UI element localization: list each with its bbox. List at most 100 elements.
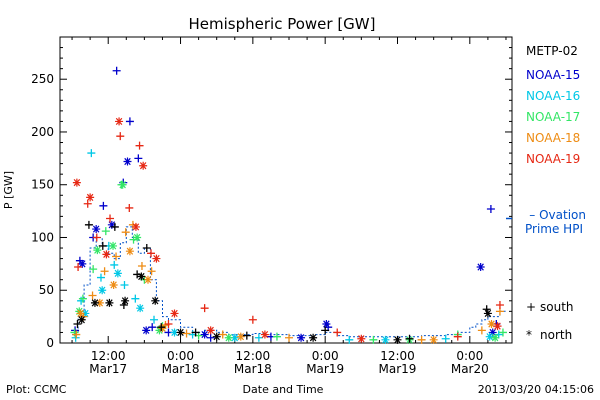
data-point-south (137, 261, 146, 270)
data-point-north (115, 117, 124, 126)
data-point-north (76, 309, 85, 318)
data-point-north (206, 326, 215, 335)
data-point-north (105, 298, 114, 307)
data-point-south (218, 330, 227, 339)
data-point-north (487, 320, 496, 329)
data-point-south (495, 301, 504, 310)
data-point-north (93, 246, 102, 255)
data-point-south (112, 66, 121, 75)
data-point-south (131, 294, 140, 303)
data-point-south (88, 291, 97, 300)
data-point-south (321, 326, 330, 335)
data-point-north (81, 309, 90, 318)
data-point-north (236, 332, 245, 341)
data-point-south (254, 333, 263, 342)
y-tick-label: 200 (31, 125, 54, 139)
series-noaa-18 (72, 220, 504, 344)
x-axis-label: Date and Time (243, 383, 324, 396)
plot-area: 05010015020025012:00Mar170:00Mar1812:00M… (31, 36, 513, 376)
legend-marker-label: north (540, 328, 572, 342)
x-tick-label: 12:00 (380, 349, 415, 363)
data-point-north (393, 335, 402, 344)
data-point-north (485, 332, 494, 341)
y-tick-label: 50 (39, 283, 54, 297)
legend-ovation-line2: Prime HPI (525, 222, 583, 236)
data-point-north (121, 296, 130, 305)
data-point-south (74, 263, 83, 272)
data-point-north (200, 330, 209, 339)
data-point-north (381, 335, 390, 344)
legend-title: METP-02 (526, 44, 578, 58)
data-point-north (224, 333, 233, 342)
x-tick-sublabel: Mar19 (306, 362, 344, 376)
data-point-south (272, 332, 281, 341)
data-point-south (125, 117, 134, 126)
data-point-south (125, 203, 134, 212)
data-point-north (118, 180, 127, 189)
data-point-south (417, 335, 426, 344)
legend-entry: NOAA-16 (526, 89, 580, 103)
data-point-north (230, 333, 239, 342)
data-point-south (96, 273, 105, 282)
data-point-south (369, 335, 378, 344)
x-tick-label: 12:00 (236, 349, 271, 363)
y-tick-label: 250 (31, 72, 54, 86)
data-point-north (297, 333, 306, 342)
data-point-north (491, 333, 500, 342)
x-tick-label: 0:00 (456, 349, 483, 363)
data-point-north (176, 328, 185, 337)
data-point-north (158, 324, 167, 333)
data-point-north (260, 330, 269, 339)
data-point-north (152, 254, 161, 263)
data-point-north (212, 332, 221, 341)
data-point-south (157, 323, 166, 332)
data-point-north (151, 296, 160, 305)
y-tick-label: 100 (31, 230, 54, 244)
legend-entry: NOAA-15 (526, 68, 580, 82)
data-point-south (106, 214, 115, 223)
data-point-south (73, 320, 82, 329)
data-point-north (77, 315, 86, 324)
ovation-hpi-line (72, 226, 506, 338)
data-point-north (429, 335, 438, 344)
data-point-north (133, 233, 142, 242)
data-point-south (120, 280, 129, 289)
data-point-south (333, 328, 342, 337)
data-point-south (112, 252, 121, 261)
data-point-south (84, 220, 93, 229)
data-point-south (147, 249, 156, 258)
data-point-south (121, 228, 130, 237)
series-noaa-19 (72, 117, 504, 343)
data-point-south (486, 204, 495, 213)
data-point-south (453, 332, 462, 341)
data-point-north (78, 259, 87, 268)
data-point-north (493, 322, 502, 331)
y-tick-label: 0 (46, 336, 54, 350)
legend-entry: NOAA-19 (526, 152, 580, 166)
legend-marker-symbol: + (526, 300, 536, 314)
x-tick-label: 0:00 (167, 349, 194, 363)
data-point-south (101, 227, 110, 236)
x-tick-sublabel: Mar18 (234, 362, 272, 376)
data-point-south (72, 330, 81, 339)
data-point-south (164, 320, 173, 329)
data-point-south (206, 333, 215, 342)
data-point-north (90, 298, 99, 307)
data-point-north (142, 326, 151, 335)
plot-frame (59, 36, 513, 344)
x-tick-label: 0:00 (312, 349, 339, 363)
data-point-south (99, 201, 108, 210)
data-point-north (139, 161, 148, 170)
legend-marker-label: south (540, 300, 574, 314)
data-point-north (92, 225, 101, 234)
data-point-north (170, 309, 179, 318)
data-point-north (98, 286, 107, 295)
y-axis-label: P [GW] (2, 171, 15, 209)
data-point-south (92, 233, 101, 242)
x-tick-sublabel: Mar20 (451, 362, 489, 376)
data-point-north (95, 298, 104, 307)
data-point-south (182, 329, 191, 338)
data-point-north (143, 275, 152, 284)
data-point-south (405, 334, 414, 343)
